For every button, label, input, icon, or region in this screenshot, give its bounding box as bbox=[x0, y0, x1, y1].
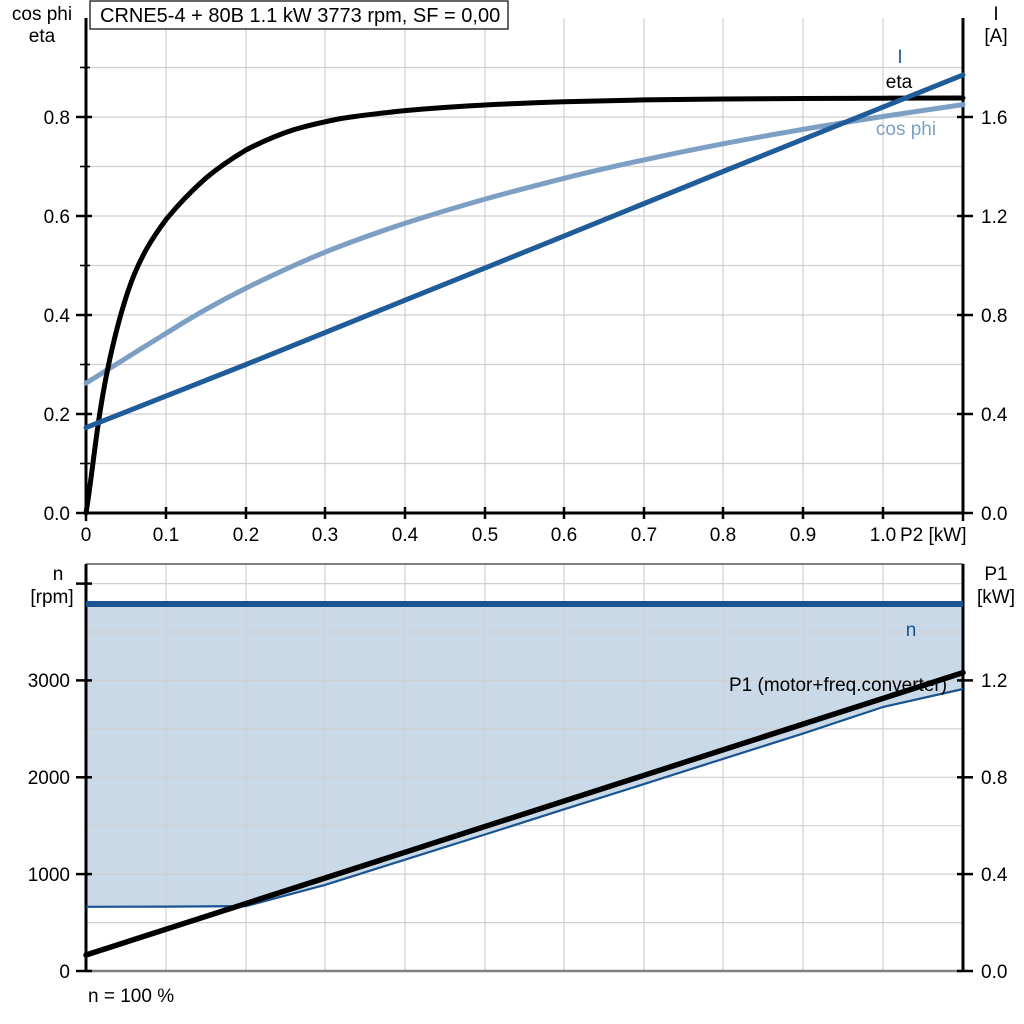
top-right-tick-label-4: 1.6 bbox=[981, 108, 1007, 129]
bottom-right-tick-label-2: 0.8 bbox=[981, 768, 1007, 789]
bottom-left-axis-title-line2: [rpm] bbox=[30, 587, 73, 608]
bottom-right-tick-label-0: 0.0 bbox=[981, 962, 1007, 983]
top-x-tick-label-4: 0.4 bbox=[392, 525, 419, 546]
top-left-tick-label-0: 0.0 bbox=[44, 504, 70, 525]
curve-current bbox=[83, 72, 966, 431]
top-right-tick-label-3: 1.2 bbox=[981, 207, 1007, 228]
top-horizontal-gridlines bbox=[86, 66, 963, 465]
bottom-left-tick-label-0: 0 bbox=[59, 962, 70, 983]
operating-band-area bbox=[86, 604, 963, 907]
footnote-speed-percent: n = 100 % bbox=[88, 986, 174, 1007]
top-x-axis-title: P2 [kW] bbox=[900, 525, 967, 546]
bottom-left-tick-label-2: 2000 bbox=[28, 768, 70, 789]
curve-label-eta: eta bbox=[886, 72, 913, 93]
curve-label-current: I bbox=[897, 47, 902, 68]
top-left-tick-label-4: 0.8 bbox=[44, 108, 70, 129]
top-right-tick-label-1: 0.4 bbox=[981, 405, 1008, 426]
top-right-ticks bbox=[957, 115, 973, 515]
top-x-tick-label-1: 0.1 bbox=[153, 525, 179, 546]
curve-eta bbox=[83, 95, 966, 516]
top-x-tick-label-8: 0.8 bbox=[710, 525, 736, 546]
top-x-tick-label-2: 0.2 bbox=[233, 525, 259, 546]
top-x-tick-label-9: 0.9 bbox=[790, 525, 816, 546]
curve-label-cos-phi: cos phi bbox=[876, 119, 936, 140]
top-left-tick-label-1: 0.2 bbox=[44, 405, 70, 426]
top-right-tick-label-2: 0.8 bbox=[981, 306, 1007, 327]
top-chart: 0.0 0.2 0.4 0.6 0.8 0.0 0.4 0.8 1.2 1.6 … bbox=[12, 0, 1008, 546]
bottom-chart: 0 1000 2000 3000 0.0 0.4 0.8 1.2 n [rpm]… bbox=[28, 563, 1015, 1007]
top-right-axis-title-line2: [A] bbox=[984, 26, 1007, 47]
title-box bbox=[89, 0, 509, 30]
curve-label-p1: P1 (motor+freq.converter) bbox=[729, 675, 947, 696]
bottom-left-axis-title-line1: n bbox=[53, 564, 64, 585]
top-x-tick-label-10: 1.0 bbox=[870, 525, 896, 546]
bottom-right-axis-title-line2: [kW] bbox=[977, 587, 1015, 608]
curve-p1 bbox=[83, 669, 966, 958]
bottom-right-axis-title-line1: P1 bbox=[984, 564, 1007, 585]
curve-cos-phi bbox=[83, 102, 966, 386]
top-right-axis-title-line1: I bbox=[993, 4, 998, 25]
curve-label-speed: n bbox=[906, 620, 917, 641]
top-left-minor-ticks bbox=[80, 66, 90, 465]
top-x-tick-label-7: 0.7 bbox=[631, 525, 657, 546]
top-x-tick-label-6: 0.6 bbox=[551, 525, 577, 546]
bottom-left-tick-label-1: 1000 bbox=[28, 865, 70, 886]
bottom-right-tick-label-1: 0.4 bbox=[981, 865, 1008, 886]
top-left-tick-label-2: 0.4 bbox=[44, 306, 71, 327]
top-left-ticks bbox=[76, 115, 92, 515]
top-right-tick-label-0: 0.0 bbox=[981, 504, 1007, 525]
top-left-axis-title-line1: cos phi bbox=[12, 4, 72, 25]
bottom-right-ticks bbox=[957, 679, 973, 973]
bottom-right-tick-label-3: 1.2 bbox=[981, 671, 1007, 692]
chart-title: CRNE5-4 + 80B 1.1 kW 3773 rpm, SF = 0,00 bbox=[100, 5, 500, 27]
bottom-left-ticks bbox=[76, 582, 92, 973]
top-left-axis-title-line2: eta bbox=[29, 26, 56, 47]
top-left-tick-label-3: 0.6 bbox=[44, 207, 70, 228]
top-x-tick-label-5: 0.5 bbox=[472, 525, 498, 546]
top-x-tick-label-0: 0 bbox=[81, 525, 92, 546]
bottom-left-tick-label-3: 3000 bbox=[28, 671, 70, 692]
bottom-horizontal-gridlines bbox=[86, 582, 963, 924]
top-x-tick-label-3: 0.3 bbox=[312, 525, 338, 546]
top-x-ticks bbox=[84, 505, 965, 521]
